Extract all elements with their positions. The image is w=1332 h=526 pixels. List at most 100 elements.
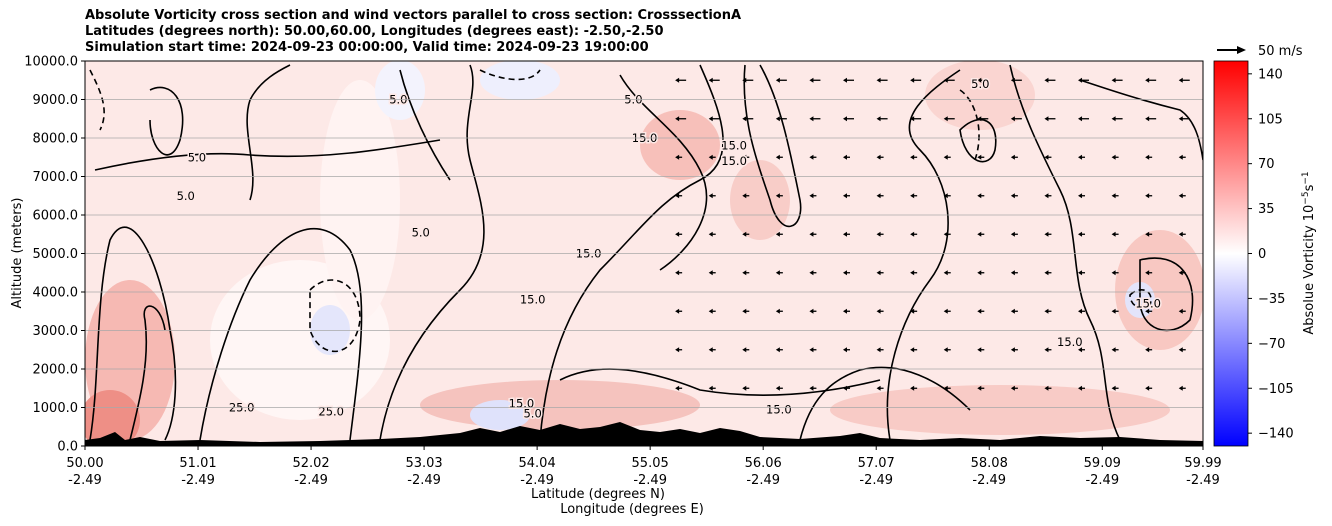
contour-label: 5.0 — [188, 150, 206, 164]
negative-contours — [89, 69, 1152, 353]
wind-vector-head — [775, 231, 780, 237]
x-tick-label-lat: 59.09 — [1084, 456, 1121, 471]
wind-vector-head — [1044, 231, 1049, 237]
wind-vector-head — [910, 347, 915, 353]
wind-vector-head — [1078, 116, 1083, 122]
colorbar-tick-label: 0 — [1258, 247, 1266, 262]
contour-line — [619, 74, 708, 271]
x-tick-label-lon: -2.49 — [68, 473, 102, 488]
wind-vector-head — [809, 116, 814, 122]
vorticity-patch — [375, 61, 425, 120]
negative-contour-line — [89, 69, 105, 131]
wind-vector-head — [775, 77, 780, 83]
wind-vector-head — [775, 308, 780, 314]
quiver-key-arrow-head — [1237, 46, 1246, 54]
wind-vector-head — [1010, 231, 1015, 237]
wind-vector-head — [1078, 154, 1083, 160]
wind-vector-head — [943, 347, 948, 353]
wind-vector-head — [943, 77, 948, 83]
wind-vector-head — [775, 270, 780, 276]
colorbar-label-unit: s — [1302, 184, 1317, 191]
wind-vector-head — [675, 193, 680, 199]
contour-line — [1079, 79, 1203, 161]
y-axis: 0.0 1000.0 2000.0 3000.0 4000.0 5000.0 6000.0 7… — [24, 55, 85, 455]
vorticity-patch — [320, 80, 400, 320]
wind-vector-head — [943, 231, 948, 237]
wind-vector-head — [876, 193, 881, 199]
wind-vector-head — [708, 231, 713, 237]
x-tick-label-lat: 53.03 — [405, 456, 442, 471]
wind-vector-head — [1010, 116, 1015, 122]
vorticity-patch — [830, 385, 1170, 435]
colorbar-tick-label: −70 — [1258, 337, 1285, 352]
wind-vector-head — [943, 193, 948, 199]
wind-vector-head — [809, 77, 814, 83]
wind-vector-head — [1010, 270, 1015, 276]
wind-vector-head — [742, 270, 747, 276]
wind-vector-head — [742, 154, 747, 160]
y-tick-label: 10000.0 — [24, 55, 78, 70]
wind-vector-head — [775, 347, 780, 353]
wind-vector-head — [843, 385, 848, 391]
wind-vector-head — [1178, 77, 1183, 83]
x-axis-label: Latitude (degrees N) — [531, 487, 665, 502]
chart-title-line-3: Simulation start time: 2024-09-23 00:00:… — [85, 40, 649, 55]
wind-vector-head — [1010, 308, 1015, 314]
wind-vector-head — [708, 347, 713, 353]
wind-vector-head — [1044, 193, 1049, 199]
y-axis-label: Altitude (meters) — [10, 198, 25, 309]
wind-vector-head — [1111, 308, 1116, 314]
wind-vector-head — [1145, 347, 1150, 353]
contour-line — [246, 64, 291, 201]
wind-vector-head — [675, 385, 680, 391]
wind-vector-head — [742, 231, 747, 237]
colorbar-label-main: Absolue Vorticity 10 — [1302, 205, 1317, 335]
y-tick-label: 9000.0 — [33, 93, 79, 108]
chart-title-line-1: Absolute Vorticity cross section and win… — [85, 8, 742, 23]
wind-vector-head — [876, 270, 881, 276]
contour-line — [1139, 257, 1194, 332]
wind-vector-head — [708, 308, 713, 314]
wind-vector-head — [843, 308, 848, 314]
wind-vector-head — [775, 116, 780, 122]
wind-vector-head — [742, 385, 747, 391]
vorticity-patch — [310, 305, 350, 355]
wind-vector-head — [1111, 347, 1116, 353]
wind-vector-head — [977, 347, 982, 353]
wind-vector-head — [708, 154, 713, 160]
contour-label: 5.0 — [412, 225, 430, 239]
x-tick-label-lat: 59.99 — [1184, 456, 1221, 471]
wind-vector-head — [1145, 116, 1150, 122]
colorbar-tick-label: −35 — [1258, 292, 1285, 307]
y-tick-label: 7000.0 — [33, 170, 79, 185]
x-tick-label-lat: 57.07 — [858, 456, 895, 471]
wind-vector-head — [1178, 308, 1183, 314]
vorticity-patch — [420, 380, 700, 430]
contour-label: 15.0 — [1135, 297, 1161, 311]
wind-vector-head — [977, 231, 982, 237]
wind-vector-head — [675, 116, 680, 122]
contour-label: 15.0 — [520, 293, 546, 307]
wind-vector-head — [708, 193, 713, 199]
contour-line — [399, 69, 451, 181]
wind-vector-head — [943, 308, 948, 314]
colorbar-tick-label: −140 — [1258, 427, 1294, 442]
wind-vector-head — [1078, 231, 1083, 237]
wind-vector-head — [775, 385, 780, 391]
wind-vector-head — [1044, 154, 1049, 160]
wind-vector-head — [1178, 193, 1183, 199]
x-axis: 50.00 -2.49 51.01 -2.49 52.02 -2.49 53.03 -2.49… — [66, 446, 1222, 488]
wind-vector-head — [1145, 308, 1150, 314]
contour-label: 5.0 — [523, 406, 541, 420]
negative-contour-line — [959, 89, 980, 161]
wind-vector-head — [843, 347, 848, 353]
quiver-key-label: 50 m/s — [1258, 44, 1303, 59]
x-tick-label-lon: -2.49 — [520, 473, 554, 488]
negative-contour-line — [309, 279, 361, 353]
colorbar-tick-label: −105 — [1258, 382, 1294, 397]
y-tick-label: 4000.0 — [33, 286, 79, 301]
colorbar-tick-label: 140 — [1258, 67, 1283, 82]
vorticity-patch — [925, 61, 1035, 130]
x-axis-label-2: Longitude (degrees E) — [560, 502, 704, 517]
colorbar: 140 105 70 35 0 −35 −70 −105 −140 Absolue Vortic… — [1213, 60, 1317, 447]
